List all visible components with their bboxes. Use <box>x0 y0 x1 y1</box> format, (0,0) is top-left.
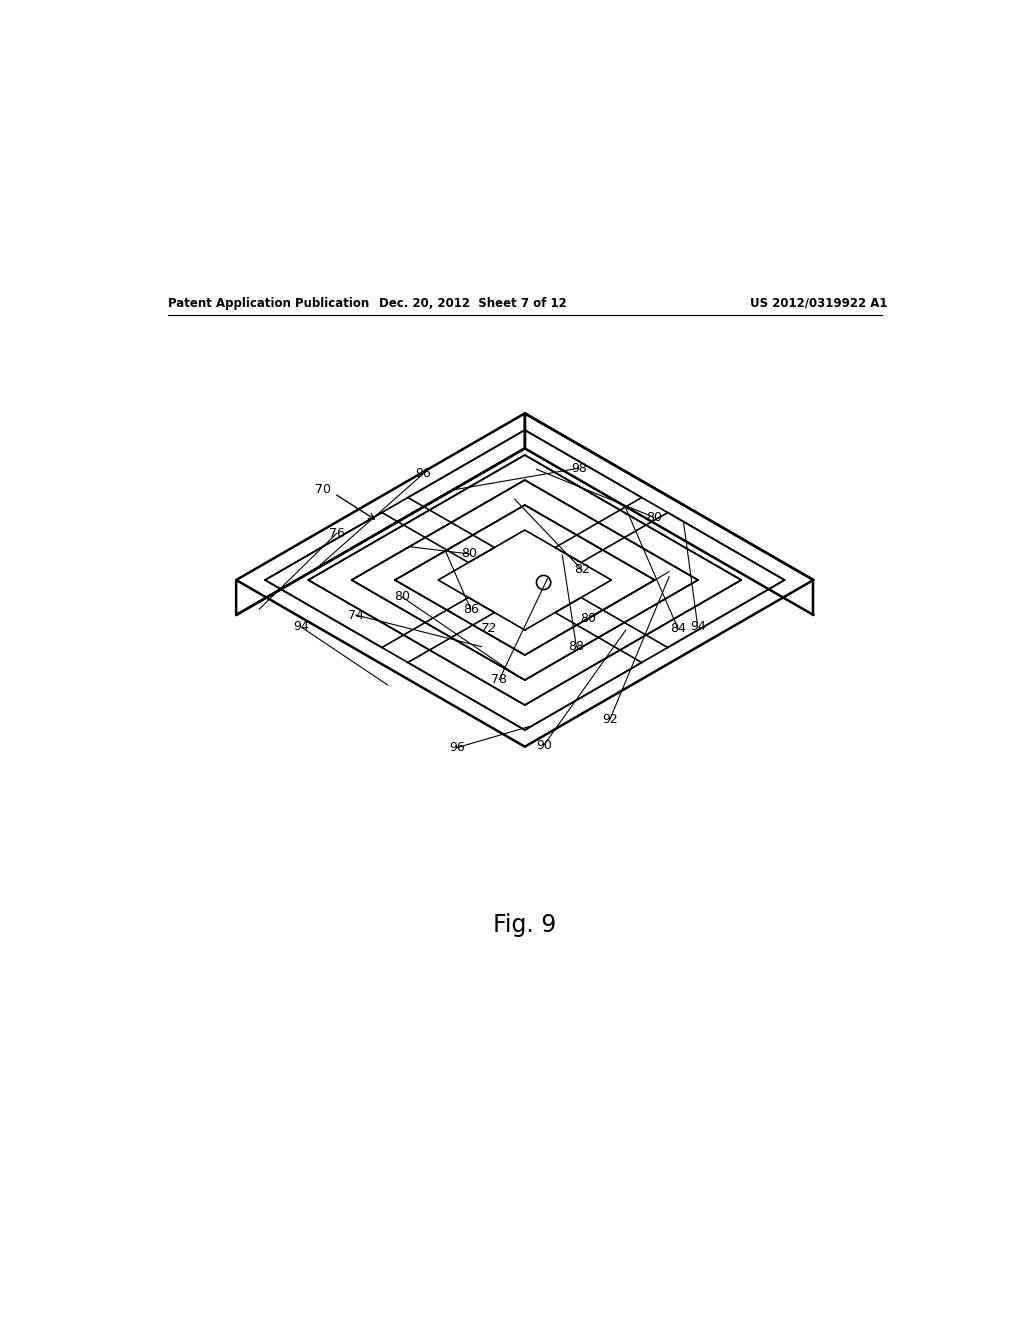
Text: 80: 80 <box>646 511 663 524</box>
Text: 98: 98 <box>570 462 587 475</box>
Text: 80: 80 <box>461 548 477 561</box>
Text: 72: 72 <box>481 622 497 635</box>
Text: Dec. 20, 2012  Sheet 7 of 12: Dec. 20, 2012 Sheet 7 of 12 <box>379 297 567 310</box>
Text: Patent Application Publication: Patent Application Publication <box>168 297 369 310</box>
Text: Fig. 9: Fig. 9 <box>494 912 556 936</box>
Text: 92: 92 <box>602 713 617 726</box>
Text: 96: 96 <box>450 741 465 754</box>
Text: 88: 88 <box>568 640 585 653</box>
Text: 76: 76 <box>329 527 345 540</box>
Text: 80: 80 <box>394 590 410 603</box>
Text: 84: 84 <box>670 622 686 635</box>
Text: 70: 70 <box>315 483 331 496</box>
Text: US 2012/0319922 A1: US 2012/0319922 A1 <box>750 297 887 310</box>
Text: 96: 96 <box>416 467 431 480</box>
Text: 80: 80 <box>581 612 596 626</box>
Text: 74: 74 <box>348 609 364 622</box>
Text: 78: 78 <box>492 673 508 686</box>
Text: 90: 90 <box>536 739 552 751</box>
Text: 94: 94 <box>293 620 309 634</box>
Text: 82: 82 <box>574 564 590 577</box>
Text: 86: 86 <box>463 603 479 616</box>
Text: 94: 94 <box>690 620 706 634</box>
